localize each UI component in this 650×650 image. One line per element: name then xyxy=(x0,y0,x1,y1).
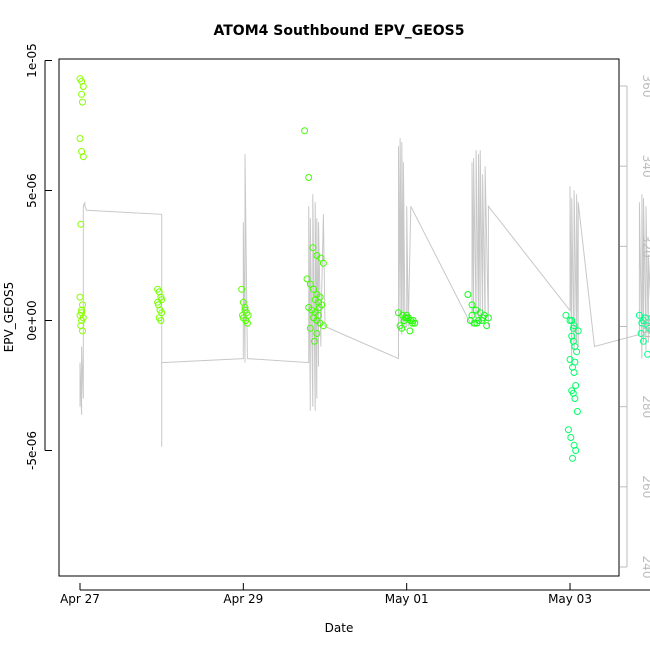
data-point xyxy=(635,311,643,319)
data-point xyxy=(79,301,86,309)
data-point xyxy=(79,327,86,335)
chart-title: ATOM4 Southbound EPV_GEOS5 xyxy=(214,23,465,39)
data-point xyxy=(315,304,323,311)
y-tick-label: -5e-06 xyxy=(25,431,39,470)
data-point xyxy=(570,369,578,376)
plot-frame xyxy=(58,58,620,577)
y2-tick-label: 280 xyxy=(640,395,650,418)
data-point xyxy=(409,317,417,324)
y2-tick-label: 360 xyxy=(640,75,650,98)
x-tick-label: May 01 xyxy=(385,592,429,606)
y-tick-label: 1e-05 xyxy=(25,43,39,78)
data-point xyxy=(241,306,249,314)
data-point xyxy=(301,127,309,135)
data-point xyxy=(79,153,87,161)
x-tick-label: Apr 27 xyxy=(60,592,100,606)
data-point xyxy=(572,447,580,454)
data-point xyxy=(406,327,414,335)
data-point xyxy=(638,319,646,327)
data-point xyxy=(310,337,318,345)
data-point xyxy=(76,293,84,301)
data-point xyxy=(243,319,251,327)
y-axis-label: EPV_GEOS5 xyxy=(2,282,16,353)
data-point xyxy=(637,330,645,337)
altitude-line xyxy=(79,138,650,447)
y-tick-label: 0e+00 xyxy=(25,300,39,340)
data-point xyxy=(306,324,314,332)
data-point xyxy=(319,322,327,330)
data-point xyxy=(569,324,577,332)
data-point xyxy=(309,244,317,252)
x-tick-label: Apr 29 xyxy=(223,592,263,606)
data-point xyxy=(76,135,84,142)
data-point xyxy=(468,311,476,319)
data-point xyxy=(401,314,409,322)
data-point xyxy=(157,317,165,324)
data-point xyxy=(564,426,572,434)
data-point xyxy=(468,301,476,309)
data-point xyxy=(154,298,162,306)
data-point xyxy=(573,408,581,415)
y2-tick-label: 320 xyxy=(640,235,650,258)
data-point xyxy=(79,98,86,106)
data-point xyxy=(640,337,647,345)
data-point xyxy=(305,174,313,181)
data-point xyxy=(303,275,311,283)
data-point xyxy=(478,317,486,324)
y-tick-label: 5e-06 xyxy=(25,173,39,208)
data-point xyxy=(568,317,576,324)
data-point xyxy=(313,330,321,337)
data-point xyxy=(562,311,570,319)
y2-tick-label: 300 xyxy=(640,315,650,338)
data-point xyxy=(464,291,472,298)
data-point xyxy=(571,358,579,366)
x-axis-label: Date xyxy=(325,621,354,635)
x-tick-label: May 03 xyxy=(548,592,592,606)
data-point xyxy=(79,83,87,90)
data-point xyxy=(644,322,650,330)
data-point xyxy=(483,322,491,330)
y2-tick-label: 260 xyxy=(640,475,650,498)
data-point xyxy=(319,259,327,267)
y2-tick-label: 240 xyxy=(640,556,650,579)
y2-tick-label: 340 xyxy=(640,155,650,178)
data-point xyxy=(573,348,581,356)
data-point xyxy=(398,324,406,332)
data-point xyxy=(310,285,318,293)
data-point xyxy=(571,395,579,402)
data-point xyxy=(572,382,580,389)
data-point xyxy=(569,454,576,462)
data-point xyxy=(648,314,650,321)
data-point xyxy=(78,90,86,98)
data-point xyxy=(306,280,314,288)
data-point xyxy=(644,350,650,358)
data-point xyxy=(645,324,650,332)
data-point xyxy=(78,306,86,314)
data-point xyxy=(238,285,246,293)
data-point xyxy=(79,314,87,322)
data-point xyxy=(77,220,85,228)
data-point xyxy=(567,434,575,441)
